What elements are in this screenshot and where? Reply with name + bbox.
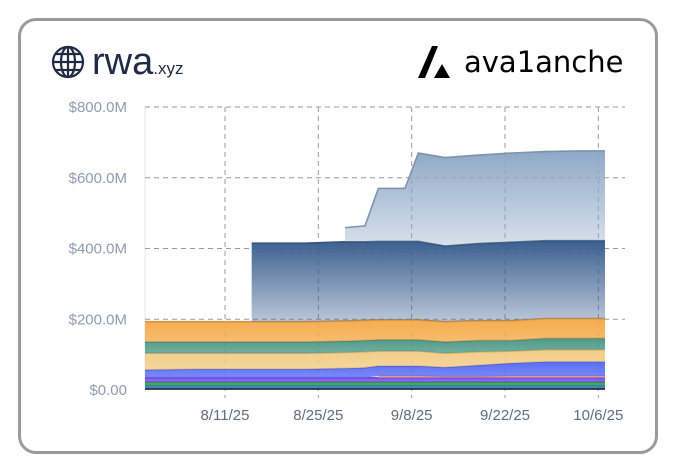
y-tick-label: $200.0M: [69, 311, 127, 328]
area-asset-3: [145, 381, 605, 386]
area-asset-7: [145, 349, 605, 370]
y-tick-label: $400.0M: [69, 241, 127, 258]
x-tick-label: 10/6/25: [573, 407, 623, 424]
x-tick-label: 9/22/25: [480, 407, 530, 424]
partner-name: ava1anche: [464, 45, 624, 79]
area-asset-9: [145, 318, 605, 342]
x-tick-label: 9/8/25: [391, 407, 433, 424]
x-tick-label: 8/11/25: [201, 407, 250, 424]
globe-icon: [51, 45, 85, 79]
x-tick-label: 8/25/25: [293, 407, 343, 424]
area-asset-10: [251, 240, 605, 322]
rwa-logo: rwa .xyz: [50, 42, 183, 82]
area-asset-11: [345, 150, 605, 247]
line-asset-11: [344, 150, 605, 229]
avalanche-logo: ava1anche: [418, 44, 623, 80]
y-tick-label: $800.0M: [69, 99, 127, 116]
area-asset-4: [145, 377, 605, 382]
avalanche-icon: [418, 46, 450, 78]
y-tick-label: $600.0M: [69, 170, 127, 187]
brand-suffix: .xyz: [153, 59, 184, 78]
brand-main: rwa: [92, 41, 154, 83]
y-tick-label: $0.00: [89, 382, 127, 399]
area-asset-6: [145, 361, 605, 378]
